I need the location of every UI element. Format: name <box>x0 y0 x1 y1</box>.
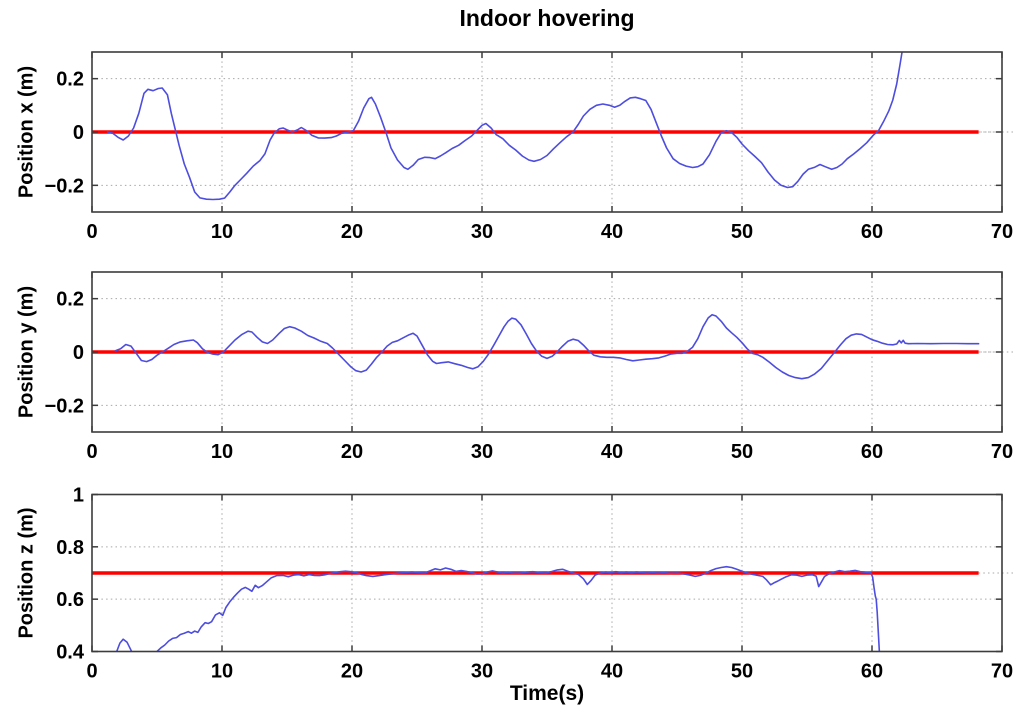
x-tick-label: 30 <box>471 221 493 243</box>
axes-border <box>91 493 1003 653</box>
x-tick-label: 50 <box>731 661 753 683</box>
x-tick-label: 40 <box>601 441 623 463</box>
x-tick-label: 30 <box>471 661 493 683</box>
x-tick-label: 60 <box>861 441 883 463</box>
x-tick-label: 70 <box>991 441 1013 463</box>
y-tick-label: 0.2 <box>56 289 84 311</box>
subplot-position-y: 0 10 20 30 40 50 60 70 0.2 0 −0.2 <box>45 271 1015 463</box>
x-tick-label: 70 <box>991 661 1013 683</box>
y-tick-label: 0 <box>73 342 84 364</box>
x-tick-label: 50 <box>731 221 753 243</box>
x-tick-label: 10 <box>211 441 233 463</box>
x-tick-label: 40 <box>601 221 623 243</box>
y-tick-label: 0.6 <box>56 589 84 611</box>
position-x-series <box>106 52 903 201</box>
x-tick-label: 20 <box>341 661 363 683</box>
x-tick-label: 0 <box>86 441 97 463</box>
y-tick-label: 0.8 <box>56 537 84 559</box>
y-tick-label: 0.4 <box>56 642 85 664</box>
x-tick-label: 0 <box>86 221 97 243</box>
x-tick-label: 40 <box>601 661 623 683</box>
axes-border <box>91 51 1003 213</box>
xlabel-time: Time(s) <box>509 682 585 705</box>
x-tick-label: 10 <box>211 221 233 243</box>
x-tick-label: 70 <box>991 221 1013 243</box>
position-y-series <box>114 313 980 380</box>
x-tick-label: 30 <box>471 441 493 463</box>
x-tick-label: 20 <box>341 221 363 243</box>
x-tick-label: 60 <box>861 221 883 243</box>
ylabel-position-x: Position x (m) <box>15 65 38 199</box>
x-tick-label: 10 <box>211 661 233 683</box>
y-tick-label: 0 <box>73 122 84 144</box>
y-tick-label: −0.2 <box>45 175 84 197</box>
y-tick-label: −0.2 <box>45 395 84 417</box>
subplot-position-x: 0 10 20 30 40 50 60 70 0.2 0 −0.2 <box>45 51 1015 243</box>
axes-border <box>91 271 1003 433</box>
y-tick-label: 1 <box>73 485 84 507</box>
x-tick-label: 20 <box>341 441 363 463</box>
ylabel-position-y: Position y (m) <box>15 285 38 419</box>
position-z-series <box>115 565 881 652</box>
y-tick-label: 0.2 <box>56 69 84 91</box>
subplot-position-z: 0 10 20 30 40 50 60 70 1 0.8 0.6 0.4 <box>56 485 1015 683</box>
figure-title: Indoor hovering <box>459 5 635 31</box>
x-tick-label: 0 <box>86 661 97 683</box>
ylabel-position-z: Position z (m) <box>15 507 38 639</box>
x-tick-label: 50 <box>731 441 753 463</box>
x-tick-label: 60 <box>861 661 883 683</box>
